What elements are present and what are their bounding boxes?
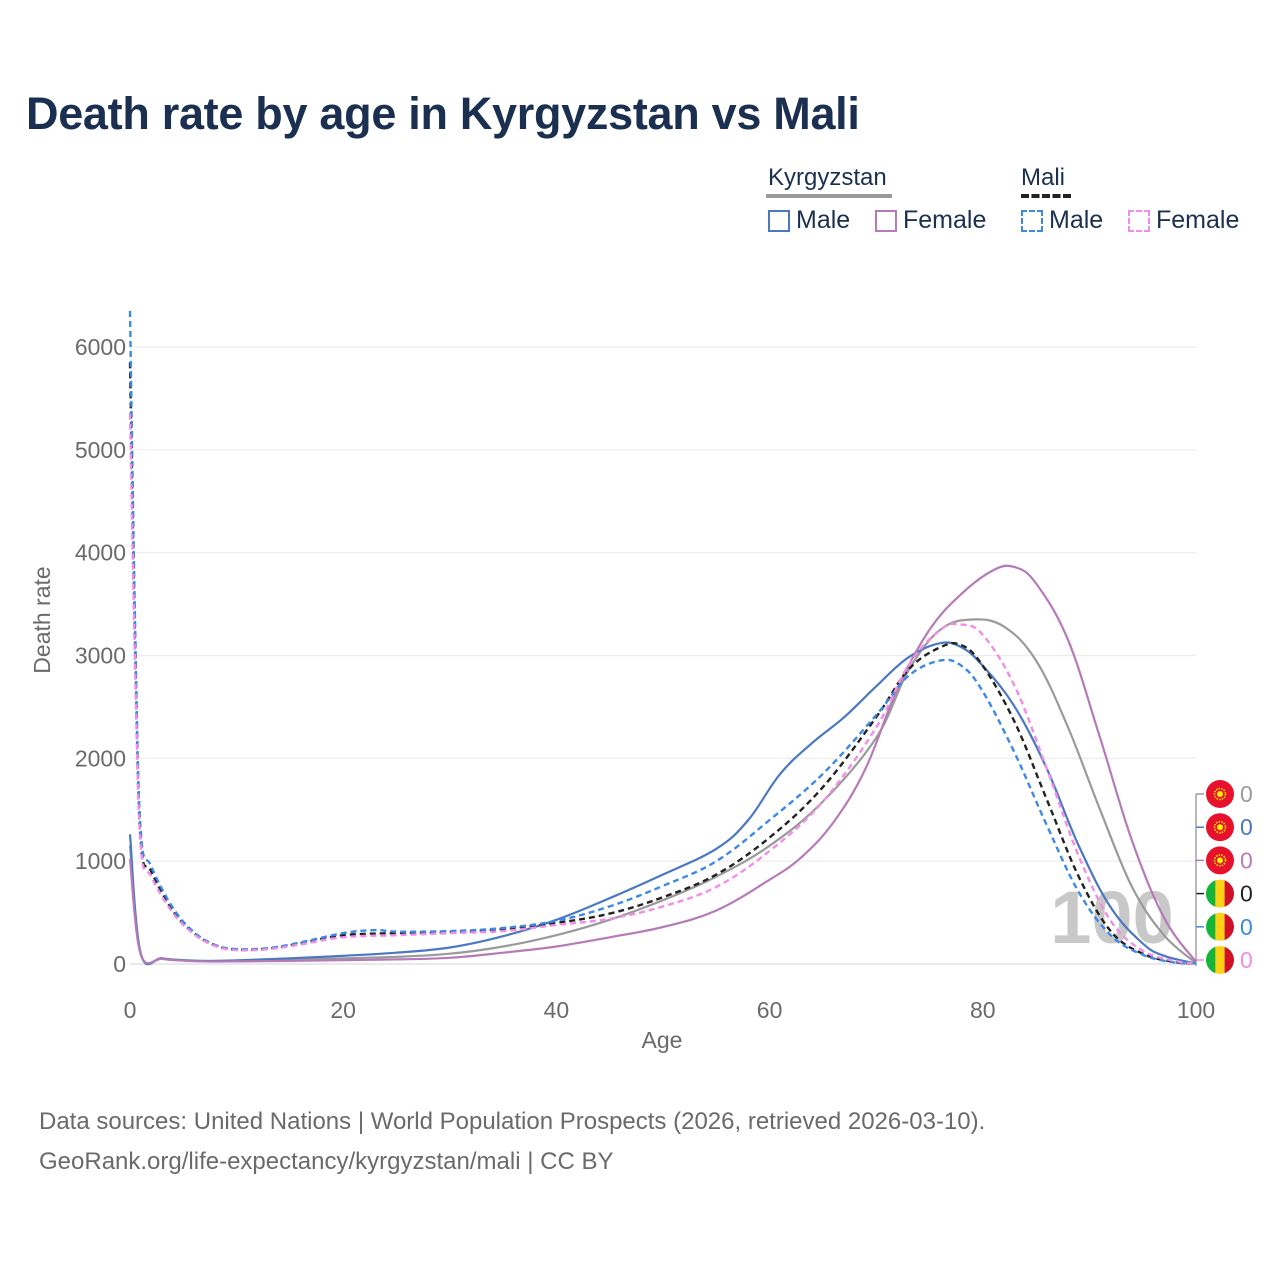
end-labels: 0 0 0 0 0 0 (1195, 780, 1253, 974)
x-tick-label: 80 (970, 997, 996, 1023)
flag-band-green (1206, 912, 1216, 941)
legend-item-label: Male (1049, 206, 1104, 234)
y-tick-label: 3000 (75, 643, 126, 669)
series-line-kyrgyzstan-female[interactable] (128, 564, 1197, 965)
legend-item-mali-female[interactable]: Female (1128, 206, 1239, 235)
end-label-value: 0 (1240, 847, 1253, 873)
legend-item-mali-male[interactable]: Male (1021, 206, 1103, 235)
y-tick-labels: 0 1000 2000 3000 4000 5000 6000 (75, 334, 126, 977)
footer-link[interactable]: GeoRank.org/life-expectancy/kyrgyzstan/m… (39, 1148, 614, 1175)
legend-item-kyrgyzstan-female[interactable]: Female (875, 206, 986, 235)
mali-flag-icon (1206, 879, 1234, 908)
flag-band-red (1224, 879, 1234, 908)
y-tick-label: 4000 (75, 540, 126, 566)
grid-lines (130, 346, 1196, 965)
end-label-value: 0 (1240, 881, 1253, 907)
flag-sun (1217, 857, 1223, 864)
legend-group-label: Mali (1021, 164, 1066, 191)
legend-swatch (1021, 209, 1043, 232)
flag-band-yellow (1215, 879, 1225, 908)
legend-group-label: Kyrgyzstan (768, 164, 887, 191)
y-tick-label: 6000 (75, 334, 126, 360)
series-line-kyrgyzstan-total[interactable] (128, 618, 1197, 965)
flag-sun (1217, 824, 1223, 831)
legend-item-label: Female (1156, 206, 1240, 234)
chart-title: Death rate by age in Kyrgyzstan vs Mali (26, 88, 860, 139)
flag-bands (1206, 879, 1234, 908)
flag-band-green (1206, 879, 1216, 908)
flag-bands (1206, 946, 1234, 974)
flag-band-yellow (1215, 912, 1225, 941)
end-label-value: 0 (1240, 947, 1253, 973)
flag-bands (1206, 912, 1234, 941)
legend-group-line (766, 194, 892, 198)
legend-group-mali[interactable]: Mali (1021, 164, 1071, 198)
legend-swatch (875, 209, 897, 232)
end-label-value: 0 (1240, 914, 1253, 940)
x-axis-label: Age (642, 1027, 683, 1053)
legend-group-line (1021, 194, 1071, 198)
end-label-value: 0 (1240, 781, 1253, 807)
age-watermark: 100 (1050, 876, 1173, 959)
kyrgyzstan-flag-icon (1206, 846, 1234, 875)
series-lines (128, 310, 1197, 966)
x-tick-label: 20 (330, 997, 356, 1023)
flag-band-yellow (1215, 946, 1225, 974)
legend-swatch (1128, 209, 1150, 232)
flag-sun (1217, 791, 1223, 797)
x-tick-label: 60 (757, 997, 783, 1023)
mali-flag-icon (1206, 946, 1234, 974)
flag-band-red (1224, 946, 1234, 974)
y-tick-label: 1000 (75, 848, 126, 874)
kyrgyzstan-flag-icon (1206, 813, 1234, 842)
end-label-value: 0 (1240, 814, 1253, 840)
x-tick-labels: 0 20 40 60 80 100 (124, 997, 1216, 1023)
y-tick-label: 0 (113, 951, 126, 977)
x-tick-label: 0 (124, 997, 137, 1023)
mali-flag-icon (1206, 912, 1234, 941)
series-line-mali-male[interactable] (128, 310, 1197, 965)
series-line-mali-female[interactable] (128, 413, 1197, 965)
flag-band-red (1224, 912, 1234, 941)
series-line-mali-total[interactable] (128, 362, 1197, 965)
flag-sun-rays (1213, 787, 1227, 801)
x-tick-label: 100 (1177, 997, 1215, 1023)
x-tick-label: 40 (544, 997, 570, 1023)
legend-group-kyrgyzstan[interactable]: Kyrgyzstan (766, 164, 892, 198)
legend-item-kyrgyzstan-male[interactable]: Male (768, 206, 850, 235)
legend-item-label: Female (903, 206, 987, 234)
flag-sun-rays (1213, 820, 1227, 834)
flag-sun-rays (1213, 854, 1227, 867)
kyrgyzstan-flag-icon (1206, 780, 1234, 808)
legend-swatch (768, 209, 790, 232)
footer-sources: Data sources: United Nations | World Pop… (39, 1108, 986, 1135)
y-axis-label: Death rate (29, 566, 55, 673)
flag-band-green (1206, 946, 1216, 974)
y-tick-label: 2000 (75, 745, 126, 771)
legend-item-label: Male (796, 206, 851, 234)
y-tick-label: 5000 (75, 437, 126, 463)
